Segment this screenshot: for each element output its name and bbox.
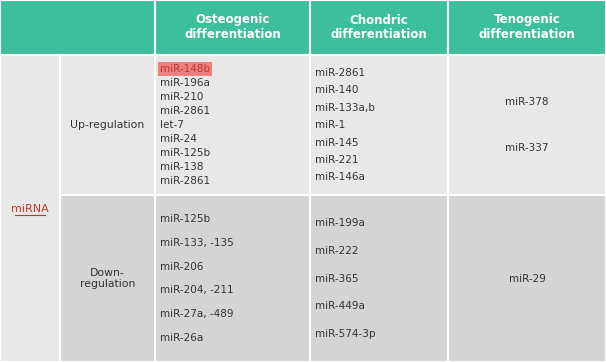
Text: Chondric
differentiation: Chondric differentiation: [331, 13, 427, 42]
Text: miR-365: miR-365: [315, 274, 359, 283]
Text: miR-138: miR-138: [160, 162, 204, 172]
Text: miR-2861: miR-2861: [160, 106, 210, 116]
Text: miR-449a: miR-449a: [315, 301, 365, 311]
Text: Tenogenic
differentiation: Tenogenic differentiation: [479, 13, 575, 42]
Text: Down-
regulation: Down- regulation: [80, 268, 135, 289]
Text: miR-204, -211: miR-204, -211: [160, 285, 234, 295]
Text: miR-337: miR-337: [505, 143, 549, 153]
Text: miR-206: miR-206: [160, 262, 204, 272]
Text: miR-140: miR-140: [315, 85, 358, 95]
Text: miR-199a: miR-199a: [315, 218, 365, 228]
Text: miR-133, -135: miR-133, -135: [160, 238, 234, 248]
Text: miR-125b: miR-125b: [160, 148, 210, 158]
Bar: [448, 195, 606, 362]
Text: miR-24: miR-24: [160, 134, 197, 144]
Bar: [310, 195, 448, 362]
Bar: [60, 195, 155, 362]
Text: Osteogenic
differentiation: Osteogenic differentiation: [184, 13, 281, 42]
Text: miRNA: miRNA: [11, 203, 49, 214]
Text: miR-210: miR-210: [160, 92, 204, 102]
Text: miR-574-3p: miR-574-3p: [315, 329, 376, 339]
Text: miR-221: miR-221: [315, 155, 359, 165]
Text: let-7: let-7: [160, 120, 184, 130]
Text: Up-regulation: Up-regulation: [70, 120, 145, 130]
Text: miR-27a, -489: miR-27a, -489: [160, 309, 233, 319]
Bar: [155, 195, 310, 362]
Bar: [155, 0, 310, 55]
Text: miR-1: miR-1: [315, 120, 345, 130]
Text: miR-2861: miR-2861: [315, 67, 365, 77]
Text: miR-26a: miR-26a: [160, 333, 203, 343]
Text: miR-196a: miR-196a: [160, 78, 210, 88]
Text: miR-146a: miR-146a: [315, 173, 365, 182]
Text: miR-2861: miR-2861: [160, 176, 210, 186]
Text: miR-145: miR-145: [315, 138, 359, 147]
Text: miR-125b: miR-125b: [160, 214, 210, 224]
Bar: [310, 0, 448, 55]
Text: miR-148b: miR-148b: [160, 64, 210, 74]
Bar: [0, 55, 60, 362]
Bar: [448, 55, 606, 195]
Bar: [60, 55, 155, 195]
Text: miR-133a,b: miR-133a,b: [315, 102, 375, 113]
Bar: [0, 0, 155, 55]
Text: miR-222: miR-222: [315, 246, 359, 256]
Bar: [155, 55, 310, 195]
Bar: [310, 55, 448, 195]
Text: miR-378: miR-378: [505, 97, 549, 107]
Bar: [448, 0, 606, 55]
Text: miR-29: miR-29: [508, 274, 545, 283]
